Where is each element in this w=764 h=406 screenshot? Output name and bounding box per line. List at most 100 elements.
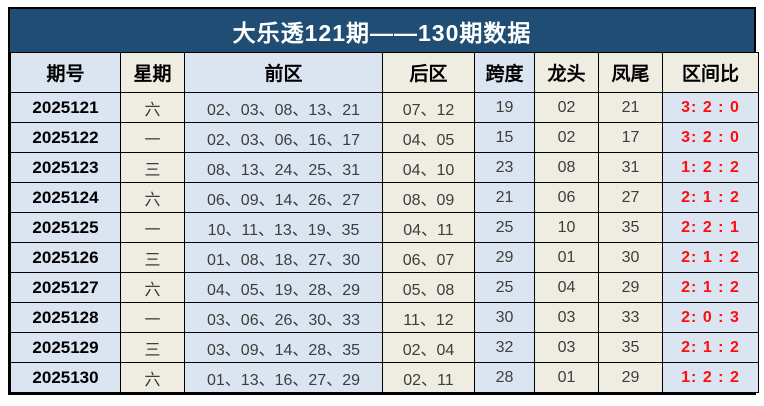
col-header-back: 后区 [382, 52, 475, 93]
cell-span: 32 [474, 332, 535, 363]
cell-issue: 2025129 [10, 332, 121, 363]
cell-front: 01、08、18、27、30 [184, 242, 383, 273]
cell-front: 03、09、14、28、35 [184, 332, 383, 363]
cell-head: 01 [534, 362, 599, 393]
cell-ratio: 2: 1 : 2 [662, 272, 759, 303]
table-row: 2025123 三 08、13、24、25、31 04、10 23 08 31 … [10, 152, 759, 183]
cell-front: 08、13、24、25、31 [184, 152, 383, 183]
cell-tail: 27 [598, 182, 663, 213]
table-row: 2025129 三 03、09、14、28、35 02、04 32 03 35 … [10, 332, 759, 363]
cell-span: 23 [474, 152, 535, 183]
cell-head: 03 [534, 332, 599, 363]
cell-head: 06 [534, 182, 599, 213]
col-header-ratio: 区间比 [662, 52, 759, 93]
cell-back: 04、11 [382, 212, 475, 243]
cell-span: 15 [474, 122, 535, 153]
table-row: 2025122 一 02、03、06、16、17 04、05 15 02 17 … [10, 122, 759, 153]
cell-tail: 29 [598, 272, 663, 303]
cell-week: 三 [120, 152, 185, 183]
cell-issue: 2025121 [10, 92, 121, 123]
cell-front: 04、05、19、28、29 [184, 272, 383, 303]
cell-back: 08、09 [382, 182, 475, 213]
header-row: 期号 星期 前区 后区 跨度 龙头 凤尾 区间比 [10, 52, 759, 93]
cell-front: 02、03、06、16、17 [184, 122, 383, 153]
cell-front: 01、13、16、27、29 [184, 362, 383, 393]
cell-week: 一 [120, 122, 185, 153]
cell-ratio: 2: 2 : 1 [662, 212, 759, 243]
lottery-data-table: 大乐透121期——130期数据 期号 星期 前区 后区 跨度 龙头 凤尾 区间比… [8, 7, 759, 395]
cell-head: 03 [534, 302, 599, 333]
cell-week: 一 [120, 212, 185, 243]
cell-week: 六 [120, 92, 185, 123]
cell-front: 03、06、26、30、33 [184, 302, 383, 333]
table-row: 2025130 六 01、13、16、27、29 02、11 28 01 29 … [10, 362, 759, 393]
cell-ratio: 1: 2 : 2 [662, 362, 759, 393]
cell-week: 六 [120, 272, 185, 303]
cell-ratio: 2: 1 : 2 [662, 242, 759, 273]
cell-week: 六 [120, 182, 185, 213]
cell-head: 02 [534, 122, 599, 153]
cell-week: 六 [120, 362, 185, 393]
cell-front: 10、11、13、19、35 [184, 212, 383, 243]
table-title: 大乐透121期——130期数据 [10, 9, 754, 52]
cell-front: 06、09、14、26、27 [184, 182, 383, 213]
cell-issue: 2025130 [10, 362, 121, 393]
cell-back: 06、07 [382, 242, 475, 273]
cell-front: 02、03、08、13、21 [184, 92, 383, 123]
cell-back: 11、12 [382, 302, 475, 333]
cell-tail: 35 [598, 212, 663, 243]
cell-tail: 31 [598, 152, 663, 183]
cell-head: 02 [534, 92, 599, 123]
cell-back: 04、10 [382, 152, 475, 183]
cell-ratio: 2: 1 : 2 [662, 332, 759, 363]
cell-ratio: 1: 2 : 2 [662, 152, 759, 183]
cell-issue: 2025126 [10, 242, 121, 273]
col-header-week: 星期 [120, 52, 185, 93]
cell-span: 19 [474, 92, 535, 123]
cell-ratio: 3: 2 : 0 [662, 122, 759, 153]
cell-tail: 21 [598, 92, 663, 123]
cell-head: 04 [534, 272, 599, 303]
cell-issue: 2025127 [10, 272, 121, 303]
cell-back: 02、11 [382, 362, 475, 393]
cell-back: 02、04 [382, 332, 475, 363]
col-header-front: 前区 [184, 52, 383, 93]
cell-span: 25 [474, 212, 535, 243]
table-row: 2025121 六 02、03、08、13、21 07、12 19 02 21 … [10, 92, 759, 123]
cell-issue: 2025128 [10, 302, 121, 333]
cell-back: 04、05 [382, 122, 475, 153]
table-row: 2025126 三 01、08、18、27、30 06、07 29 01 30 … [10, 242, 759, 273]
cell-span: 30 [474, 302, 535, 333]
cell-span: 28 [474, 362, 535, 393]
cell-week: 三 [120, 242, 185, 273]
cell-tail: 30 [598, 242, 663, 273]
cell-back: 07、12 [382, 92, 475, 123]
cell-tail: 33 [598, 302, 663, 333]
cell-issue: 2025122 [10, 122, 121, 153]
cell-tail: 29 [598, 362, 663, 393]
table-row: 2025127 六 04、05、19、28、29 05、08 25 04 29 … [10, 272, 759, 303]
cell-head: 01 [534, 242, 599, 273]
table-row: 2025128 一 03、06、26、30、33 11、12 30 03 33 … [10, 302, 759, 333]
cell-tail: 17 [598, 122, 663, 153]
col-header-head: 龙头 [534, 52, 599, 93]
col-header-tail: 凤尾 [598, 52, 663, 93]
table-row: 2025125 一 10、11、13、19、35 04、11 25 10 35 … [10, 212, 759, 243]
cell-span: 21 [474, 182, 535, 213]
cell-ratio: 2: 1 : 2 [662, 182, 759, 213]
cell-head: 08 [534, 152, 599, 183]
cell-issue: 2025125 [10, 212, 121, 243]
cell-week: 一 [120, 302, 185, 333]
cell-week: 三 [120, 332, 185, 363]
cell-tail: 35 [598, 332, 663, 363]
cell-ratio: 2: 0 : 3 [662, 302, 759, 333]
cell-ratio: 3: 2 : 0 [662, 92, 759, 123]
col-header-span: 跨度 [474, 52, 535, 93]
cell-span: 25 [474, 272, 535, 303]
cell-issue: 2025124 [10, 182, 121, 213]
cell-head: 10 [534, 212, 599, 243]
data-grid: 期号 星期 前区 后区 跨度 龙头 凤尾 区间比 2025121 六 02、03… [10, 52, 759, 393]
cell-back: 05、08 [382, 272, 475, 303]
col-header-issue: 期号 [10, 52, 121, 93]
cell-issue: 2025123 [10, 152, 121, 183]
